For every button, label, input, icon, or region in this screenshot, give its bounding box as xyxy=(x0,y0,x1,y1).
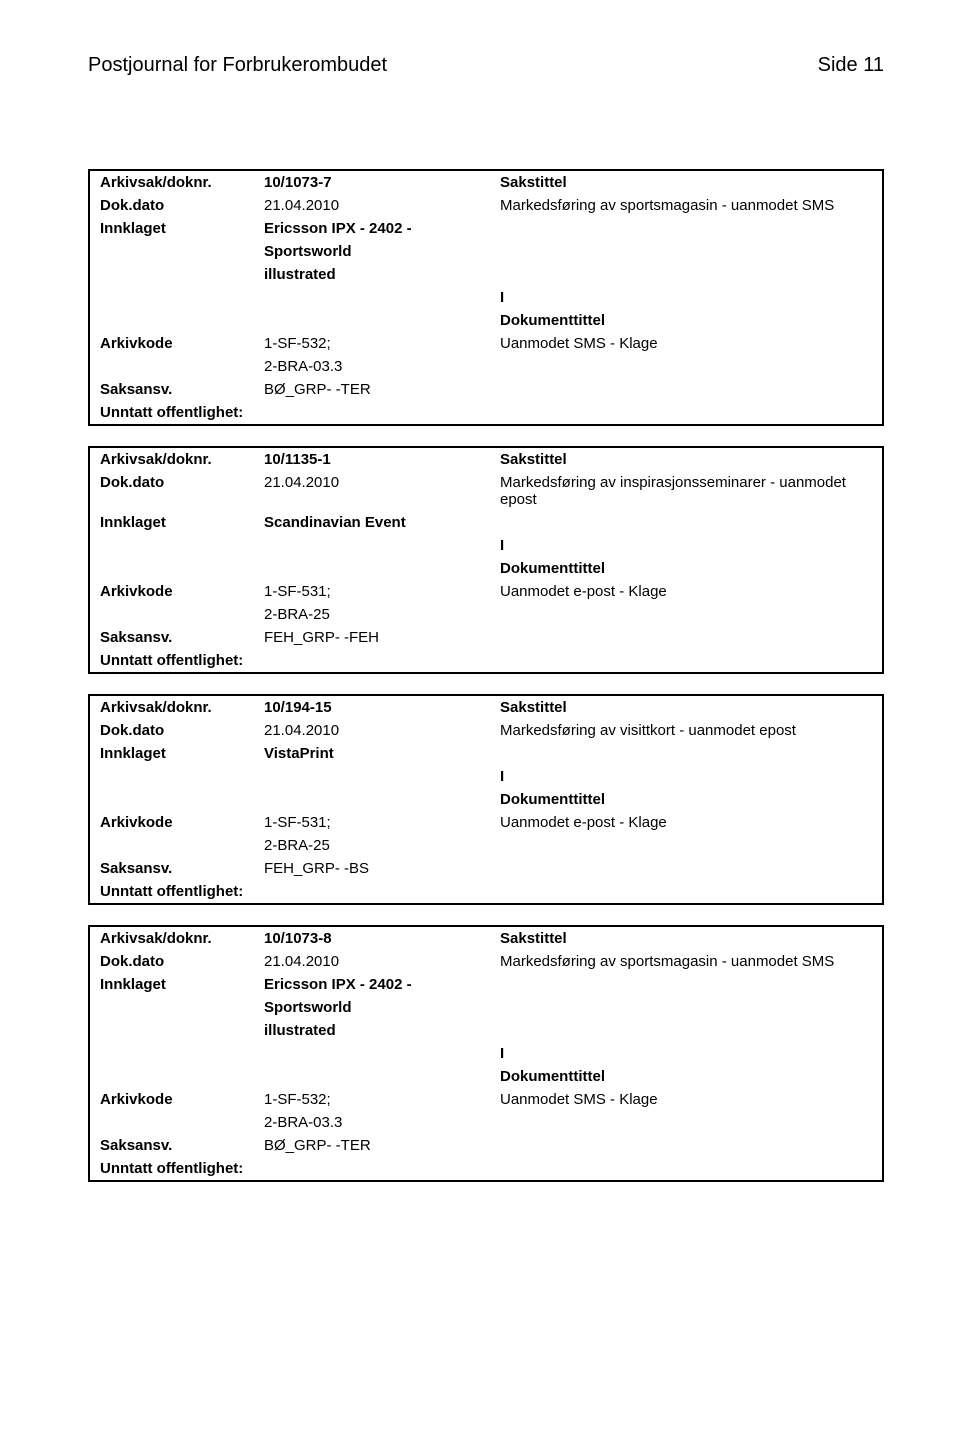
label-arkivkode xyxy=(90,603,264,626)
value-innklaget: Sportsworld xyxy=(264,996,500,1019)
value-dokdato: 21.04.2010 xyxy=(264,194,500,217)
label-i: I xyxy=(500,765,882,788)
label-innklaget: Innklaget xyxy=(90,511,264,534)
label-arkivkode: Arkivkode xyxy=(90,1088,264,1111)
label-sakstittel: Sakstittel xyxy=(500,696,882,719)
value-saksansv: BØ_GRP- -TER xyxy=(264,378,500,401)
value-dokumenttittel: Uanmodet e-post - Klage xyxy=(500,580,882,603)
value-saksansv: FEH_GRP- -FEH xyxy=(264,626,500,649)
label-innklaget: Innklaget xyxy=(90,742,264,765)
value-innklaget: illustrated xyxy=(264,263,500,286)
label-dokdato: Dok.dato xyxy=(90,471,264,511)
label-arkivsak: Arkivsak/doknr. xyxy=(90,696,264,719)
value-dokumenttittel xyxy=(500,355,882,378)
value-dokumenttittel xyxy=(500,834,882,857)
value-arkivkode: 2-BRA-25 xyxy=(264,603,500,626)
label-arkivsak: Arkivsak/doknr. xyxy=(90,927,264,950)
value-innklaget: Sportsworld xyxy=(264,240,500,263)
value-doknr: 10/1073-7 xyxy=(264,171,500,194)
label-sakstittel: Sakstittel xyxy=(500,927,882,950)
value-innklaget: Scandinavian Event xyxy=(264,511,500,534)
page-number: Side 11 xyxy=(818,54,884,77)
value-arkivkode: 2-BRA-03.3 xyxy=(264,1111,500,1134)
label-saksansv: Saksansv. xyxy=(90,626,264,649)
label-saksansv: Saksansv. xyxy=(90,857,264,880)
value-sakstittel: Markedsføring av inspirasjonsseminarer -… xyxy=(500,471,882,511)
label-saksansv: Saksansv. xyxy=(90,378,264,401)
label-innklaget: Innklaget xyxy=(90,973,264,996)
label-arkivkode xyxy=(90,355,264,378)
value-arkivkode: 1-SF-532; xyxy=(264,332,500,355)
value-doknr: 10/1135-1 xyxy=(264,448,500,471)
value-dokumenttittel: Uanmodet SMS - Klage xyxy=(500,1088,882,1111)
label-dokumenttittel: Dokumenttittel xyxy=(500,1065,882,1088)
entries-container: Arkivsak/doknr.10/1073-7SakstittelDok.da… xyxy=(88,169,884,1182)
value-arkivkode: 2-BRA-03.3 xyxy=(264,355,500,378)
label-arkivkode xyxy=(90,834,264,857)
page: Postjournal for Forbrukerombudet Side 11… xyxy=(0,0,960,1262)
label-arkivsak: Arkivsak/doknr. xyxy=(90,171,264,194)
label-unntatt: Unntatt offentlighet: xyxy=(90,401,249,424)
value-innklaget: illustrated xyxy=(264,1019,500,1042)
value-sakstittel: Markedsføring av sportsmagasin - uanmode… xyxy=(500,194,882,217)
label-sakstittel: Sakstittel xyxy=(500,448,882,471)
label-arkivkode: Arkivkode xyxy=(90,580,264,603)
value-sakstittel: Markedsføring av visittkort - uanmodet e… xyxy=(500,719,882,742)
value-dokdato: 21.04.2010 xyxy=(264,950,500,973)
label-innklaget xyxy=(90,240,264,263)
value-dokumenttittel: Uanmodet SMS - Klage xyxy=(500,332,882,355)
label-arkivkode: Arkivkode xyxy=(90,332,264,355)
label-unntatt: Unntatt offentlighet: xyxy=(90,880,249,903)
label-dokumenttittel: Dokumenttittel xyxy=(500,309,882,332)
value-dokdato: 21.04.2010 xyxy=(264,719,500,742)
journal-entry: Arkivsak/doknr.10/1073-7Sakstittel Dok.da… xyxy=(88,169,884,426)
label-arkivkode xyxy=(90,1111,264,1134)
value-dokumenttittel xyxy=(500,603,882,626)
journal-entry: Arkivsak/doknr.10/1073-8Sakstittel Dok.da… xyxy=(88,925,884,1182)
label-unntatt: Unntatt offentlighet: xyxy=(90,649,249,672)
page-header: Postjournal for Forbrukerombudet Side 11 xyxy=(88,54,884,77)
journal-title: Postjournal for Forbrukerombudet xyxy=(88,54,387,77)
label-innklaget xyxy=(90,1019,264,1042)
label-innklaget xyxy=(90,263,264,286)
label-i: I xyxy=(500,286,882,309)
value-dokumenttittel xyxy=(500,1111,882,1134)
value-doknr: 10/194-15 xyxy=(264,696,500,719)
label-innklaget: Innklaget xyxy=(90,217,264,240)
label-dokdato: Dok.dato xyxy=(90,194,264,217)
label-dokumenttittel: Dokumenttittel xyxy=(500,788,882,811)
label-unntatt: Unntatt offentlighet: xyxy=(90,1157,249,1180)
label-dokumenttittel: Dokumenttittel xyxy=(500,557,882,580)
value-innklaget: Ericsson IPX - 2402 - xyxy=(264,217,500,240)
label-arkivsak: Arkivsak/doknr. xyxy=(90,448,264,471)
journal-entry: Arkivsak/doknr.10/194-15Sakstittel Dok.da… xyxy=(88,694,884,905)
label-i: I xyxy=(500,1042,882,1065)
label-i: I xyxy=(500,534,882,557)
label-saksansv: Saksansv. xyxy=(90,1134,264,1157)
value-innklaget: VistaPrint xyxy=(264,742,500,765)
value-sakstittel: Markedsføring av sportsmagasin - uanmode… xyxy=(500,950,882,973)
journal-entry: Arkivsak/doknr.10/1135-1Sakstittel Dok.da… xyxy=(88,446,884,674)
value-arkivkode: 1-SF-531; xyxy=(264,580,500,603)
value-innklaget: Ericsson IPX - 2402 - xyxy=(264,973,500,996)
value-arkivkode: 1-SF-531; xyxy=(264,811,500,834)
label-sakstittel: Sakstittel xyxy=(500,171,882,194)
label-arkivkode: Arkivkode xyxy=(90,811,264,834)
value-arkivkode: 1-SF-532; xyxy=(264,1088,500,1111)
label-dokdato: Dok.dato xyxy=(90,719,264,742)
value-dokumenttittel: Uanmodet e-post - Klage xyxy=(500,811,882,834)
value-doknr: 10/1073-8 xyxy=(264,927,500,950)
label-innklaget xyxy=(90,996,264,1019)
value-arkivkode: 2-BRA-25 xyxy=(264,834,500,857)
value-saksansv: FEH_GRP- -BS xyxy=(264,857,500,880)
value-saksansv: BØ_GRP- -TER xyxy=(264,1134,500,1157)
label-dokdato: Dok.dato xyxy=(90,950,264,973)
value-dokdato: 21.04.2010 xyxy=(264,471,500,511)
